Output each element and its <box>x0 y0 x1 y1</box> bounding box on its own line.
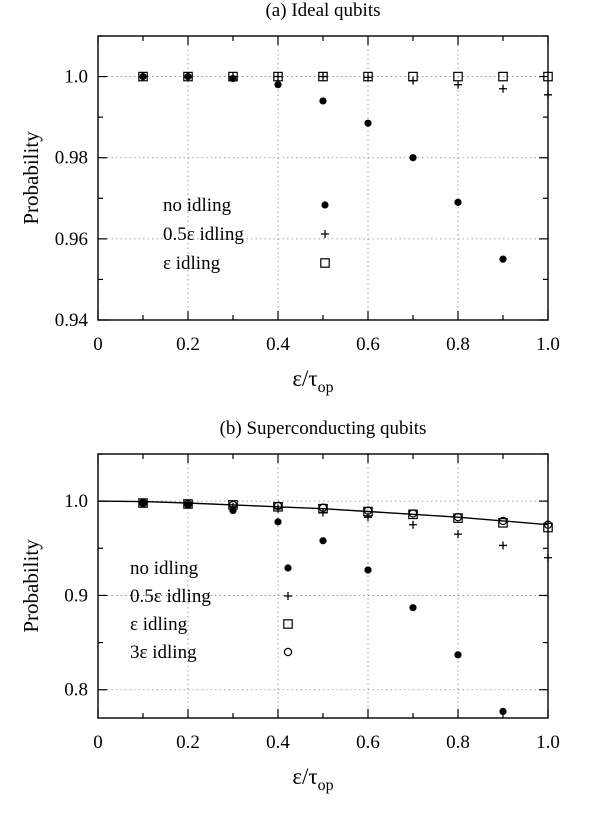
fit-line <box>97 500 549 526</box>
x-axis-label: ε/τop <box>292 366 333 396</box>
legend-marker <box>320 258 330 268</box>
panel-b: (b) Superconducting qubits 0 0.2 0.4 0.6 0.8 1… <box>19 418 560 794</box>
x-axis-label-subscript: op <box>318 379 334 396</box>
data-point <box>274 81 282 89</box>
legend-label: 0.5ε idling <box>163 224 244 245</box>
legend-marker <box>283 647 293 657</box>
x-tick-label: 0.4 <box>266 334 290 355</box>
data-point <box>408 71 418 82</box>
x-tick-label: 1.0 <box>536 732 560 753</box>
data-point <box>454 80 462 89</box>
data-point <box>408 509 418 518</box>
data-point <box>498 71 508 82</box>
data-point <box>409 520 417 529</box>
data-point <box>454 651 462 659</box>
x-tick-label: 0.6 <box>356 334 380 355</box>
legend-marker <box>284 564 292 572</box>
data-point <box>274 518 282 526</box>
x-tick-label: 0.8 <box>446 732 470 753</box>
legend-marker <box>321 230 329 238</box>
data-point <box>498 518 508 528</box>
data-point <box>543 522 553 533</box>
data-point <box>139 72 147 81</box>
x-tick-label: 0.2 <box>176 334 200 355</box>
x-tick-label: 0.8 <box>446 334 470 355</box>
data-point <box>273 71 283 82</box>
y-tick-label: 0.98 <box>55 148 88 169</box>
data-point <box>274 72 282 81</box>
panel-title: (a) Ideal qubits <box>265 0 380 21</box>
y-tick-label: 0.94 <box>55 310 89 331</box>
y-tick-label: 0.8 <box>64 680 88 701</box>
y-axis-label: Probability <box>19 131 43 225</box>
panel-a: (a) Ideal qubits 0 0.2 0.4 0.6 0.8 1.0 0.94 0.96… <box>19 0 560 396</box>
data-point <box>454 530 462 539</box>
x-axis-label-subscript: op <box>318 777 334 794</box>
y-tick-label: 1.0 <box>64 491 88 512</box>
legend-label: no idling <box>130 558 199 579</box>
data-point <box>499 255 507 263</box>
y-tick-label: 1.0 <box>64 67 88 88</box>
data-point <box>138 71 148 82</box>
data-point <box>543 71 553 82</box>
data-point <box>499 707 507 716</box>
data-point <box>318 71 328 82</box>
data-point <box>409 154 417 162</box>
data-point <box>184 499 192 508</box>
data-point <box>409 604 417 612</box>
legend-label: 3ε idling <box>130 642 197 663</box>
x-tick-label: 0.4 <box>266 732 290 753</box>
y-axis-label: Probability <box>19 539 43 633</box>
data-point <box>183 71 193 82</box>
x-tick-label: 1.0 <box>536 334 560 355</box>
data-point <box>138 498 148 508</box>
data-point <box>544 90 552 99</box>
legend-label: ε idling <box>163 253 221 274</box>
panel-title: (b) Superconducting qubits <box>220 418 427 439</box>
data-point <box>184 72 192 81</box>
y-tick-label: 0.96 <box>55 229 88 250</box>
x-tick-label: 0 <box>93 334 103 355</box>
legend-label: ε idling <box>130 614 188 635</box>
data-point <box>363 506 373 515</box>
x-axis-label: ε/τop <box>292 764 333 794</box>
data-point <box>228 71 238 82</box>
y-tick-label: 0.9 <box>64 585 88 606</box>
data-point <box>319 97 327 105</box>
legend-label: no idling <box>163 195 232 216</box>
legend-marker <box>321 201 329 209</box>
data-point <box>499 541 507 550</box>
x-tick-label: 0 <box>93 732 103 753</box>
data-point <box>319 537 327 545</box>
x-tick-label: 0.6 <box>356 732 380 753</box>
data-point <box>499 84 507 93</box>
data-point <box>544 553 552 562</box>
data-point <box>364 566 372 574</box>
legend-marker <box>283 619 293 629</box>
x-tick-label: 0.2 <box>176 732 200 753</box>
data-point <box>183 499 193 509</box>
legend-marker <box>284 592 292 600</box>
data-point <box>229 72 237 81</box>
data-point <box>318 503 328 512</box>
data-point <box>273 501 283 511</box>
data-point <box>139 499 147 508</box>
data-point <box>364 73 372 82</box>
legend-label: 0.5ε idling <box>130 586 211 607</box>
data-point <box>363 71 373 82</box>
data-point <box>319 72 327 81</box>
data-point <box>454 198 462 206</box>
data-point <box>453 71 463 82</box>
data-point <box>364 119 372 127</box>
